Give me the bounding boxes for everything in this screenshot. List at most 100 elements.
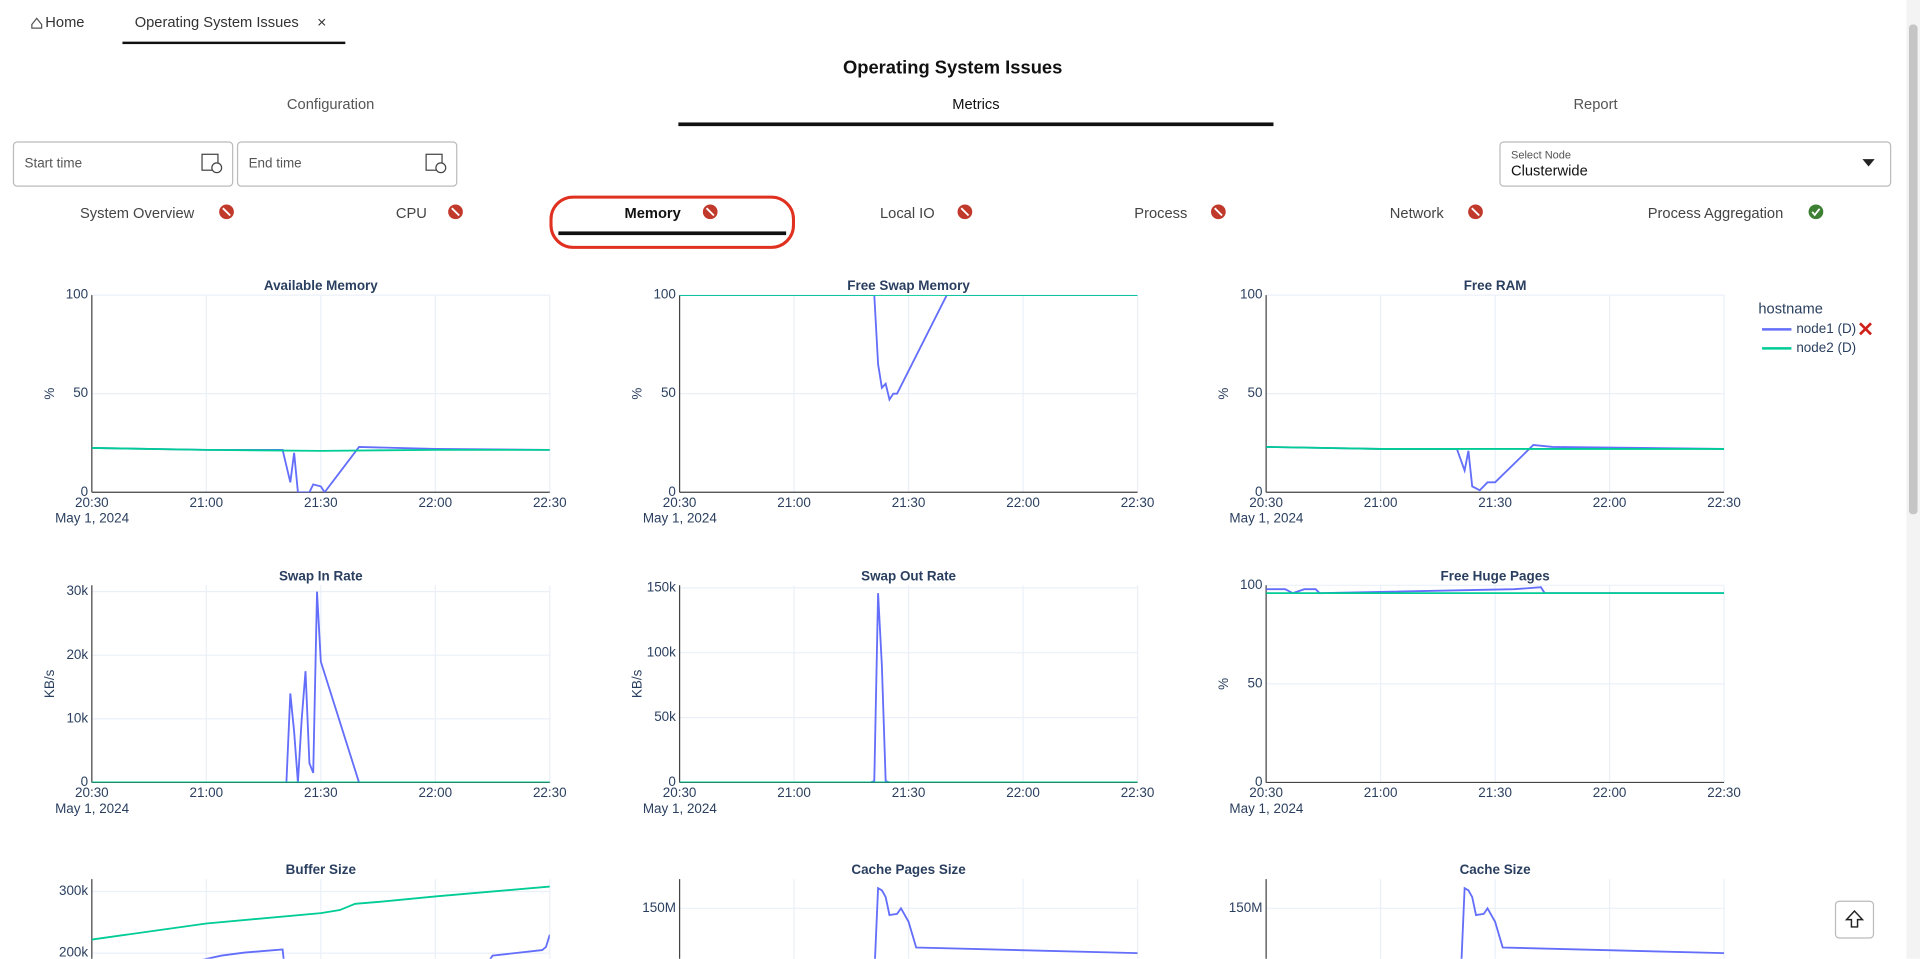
x-date-label: May 1, 2024 [643,801,718,816]
calendar-icon-clock [435,162,447,174]
dropdown-arrow [1862,159,1875,167]
y-tick-label: 10k [66,710,88,725]
x-date-label: May 1, 2024 [55,511,130,526]
legend-entry[interactable]: node2 (D) [1796,340,1856,355]
plot-area [91,885,550,959]
x-tick-label: 22:30 [1707,495,1741,510]
metric-tab[interactable]: Process [1134,206,1187,222]
y-tick-label: 50 [73,385,88,400]
y-axis-label: KB/s [630,669,645,698]
start-time-input[interactable] [12,141,234,187]
x-tick-label: 21:30 [304,785,338,800]
chart-title: Free Huge Pages [1441,568,1550,583]
metric-tab[interactable]: CPU [396,206,427,222]
x-date-label: May 1, 2024 [643,511,718,526]
y-tick-label: 50k [654,709,676,724]
x-tick-label: 20:30 [1249,785,1283,800]
series-line [91,885,550,941]
y-axis-label: % [1216,678,1231,690]
chart-title: Buffer Size [286,862,357,877]
start-time-placeholder: Start time [24,156,82,171]
x-tick-label: 21:30 [1478,785,1512,800]
chart-title: Free RAM [1464,278,1527,293]
x-date-label: May 1, 2024 [55,801,130,816]
x-tick-label: 22:30 [1121,785,1155,800]
x-tick-label: 21:00 [189,785,223,800]
plot-area [1266,444,1725,492]
metric-tab[interactable]: Memory [624,206,681,222]
chart-title: Swap Out Rate [861,568,956,583]
y-tick-label: 100 [66,287,88,302]
y-tick-label: 0 [1255,774,1262,789]
y-tick-label: 20k [66,647,88,662]
y-tick-label: 200k [59,945,88,959]
status-slash [451,207,460,217]
plot-area [91,446,550,493]
y-tick-label: 100 [1240,287,1262,302]
metric-tab[interactable]: Local IO [880,206,935,222]
x-tick-label: 22:00 [1006,785,1040,800]
calendar-icon[interactable] [201,153,219,171]
x-tick-label: 21:30 [304,495,338,510]
tab-close[interactable]: × [317,14,326,31]
metric-tab[interactable]: Process Aggregation [1648,206,1784,222]
series-line [91,447,550,452]
x-tick-label: 20:30 [663,495,697,510]
plot-area [679,295,1138,402]
tab-home[interactable]: Home [45,15,84,31]
plot-area [1266,586,1725,595]
chart-title: Cache Size [1460,862,1532,877]
chart-title: Cache Pages Size [851,862,966,877]
end-time-input[interactable] [236,141,458,187]
x-tick-label: 22:30 [1121,495,1155,510]
scrollbar-thumb[interactable] [1908,24,1918,515]
status-slash [1471,207,1480,217]
metric-tab[interactable]: System Overview [80,206,195,222]
y-tick-label: 0 [81,484,88,499]
chart-title: Swap In Rate [279,568,363,583]
sub-tab[interactable]: Report [1573,97,1617,113]
x-tick-label: 22:00 [418,495,452,510]
metric-tab[interactable]: Network [1390,206,1445,222]
sub-tab[interactable]: Configuration [287,97,374,113]
y-axis-label: % [1216,388,1231,400]
metric-tab-underline [558,231,787,236]
x-tick-label: 20:30 [75,785,109,800]
plot-area [1460,886,1725,959]
legend-title: hostname [1758,302,1823,318]
tab-underline [122,41,346,45]
x-tick-label: 22:30 [533,785,567,800]
y-tick-label: 30k [66,583,88,598]
remove-icon[interactable] [1859,322,1872,336]
y-axis-label: % [630,388,645,400]
series-line [202,934,550,959]
y-tick-label: 0 [668,774,675,789]
series-line [1460,886,1725,959]
x-tick-label: 21:00 [777,785,811,800]
sub-tab[interactable]: Metrics [952,97,999,113]
node-select-label: Select Node [1511,149,1571,161]
x-tick-label: 21:00 [1364,495,1398,510]
tab-active[interactable]: Operating System Issues [135,15,299,31]
scroll-top-button[interactable] [1834,900,1875,939]
status-slash [222,207,231,217]
status-check [1811,208,1821,217]
y-axis-label: % [42,388,57,400]
y-tick-label: 100 [1240,577,1262,592]
x-tick-label: 21:00 [1364,785,1398,800]
x-tick-label: 20:30 [75,495,109,510]
y-tick-label: 50 [661,385,676,400]
calendar-icon[interactable] [425,153,443,171]
series-line [874,886,1138,959]
status-icon [1808,204,1824,220]
y-tick-label: 0 [1255,484,1262,499]
node-select[interactable] [1499,141,1892,187]
legend-entry[interactable]: node1 (D) [1796,321,1856,336]
sub-tab-underline [678,122,1274,127]
series-line [1266,586,1725,595]
series-line [91,591,550,783]
y-tick-label: 150M [642,900,676,915]
x-tick-label: 20:30 [1249,495,1283,510]
